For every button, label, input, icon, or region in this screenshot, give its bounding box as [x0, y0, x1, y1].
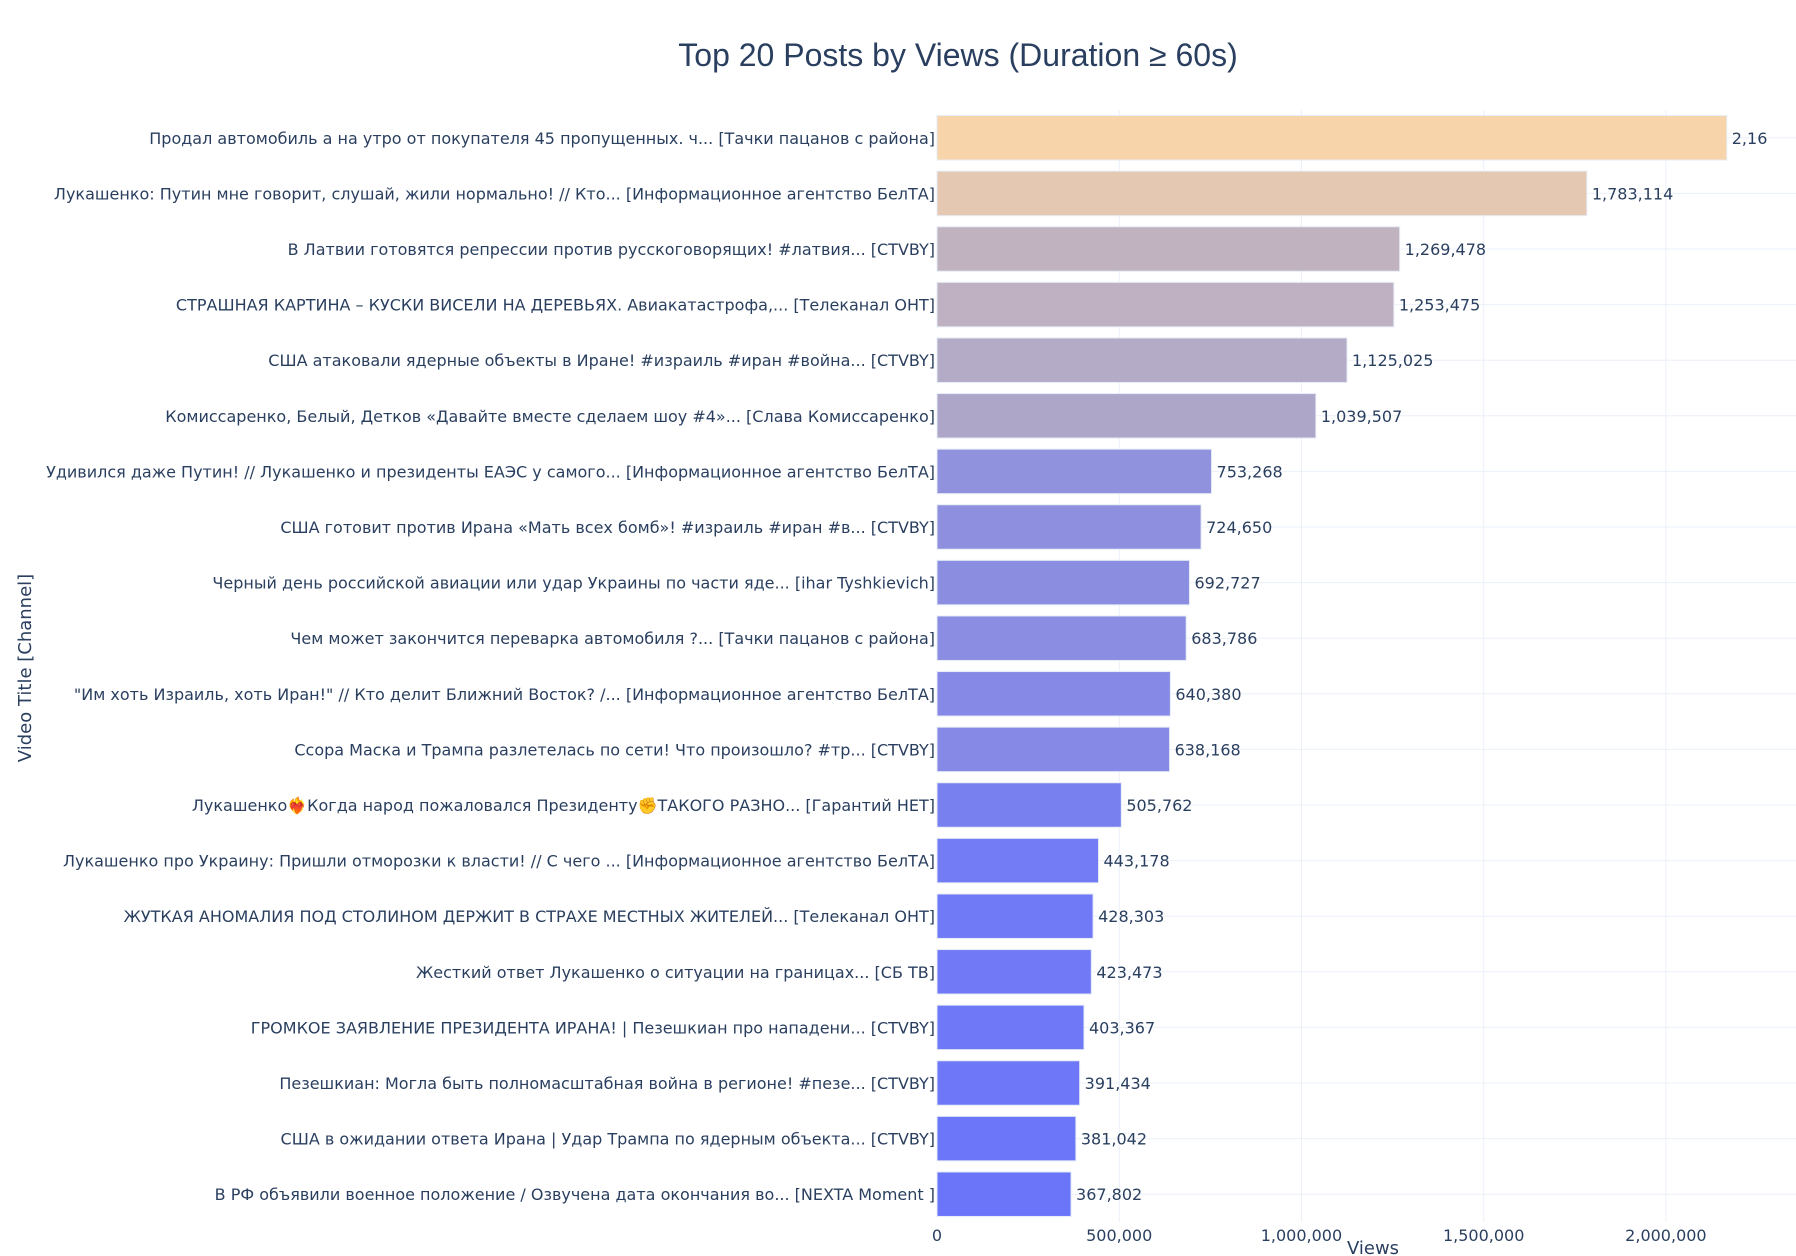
bar[interactable]: [936, 226, 1401, 272]
y-tick-label: В Латвии готовятся репрессии против русс…: [288, 240, 935, 259]
bar[interactable]: [936, 615, 1187, 661]
bar[interactable]: [936, 448, 1213, 495]
bar[interactable]: [936, 504, 1202, 550]
x-tick-label: 1,000,000: [1261, 1226, 1342, 1245]
bar[interactable]: [936, 170, 1588, 217]
data-label: 683,786: [1191, 629, 1257, 648]
chart-title: Top 20 Posts by Views (Duration ≥ 60s): [678, 37, 1237, 73]
data-label: 638,168: [1175, 740, 1241, 759]
x-tick-labels: 0 500,000 1,000,000 1,500,000 2,000,000: [932, 1226, 1707, 1245]
data-label: 724,650: [1206, 518, 1272, 537]
bar[interactable]: [936, 115, 1728, 161]
data-label: 423,473: [1096, 963, 1162, 982]
x-tick-label: 1,500,000: [1443, 1226, 1524, 1245]
bar[interactable]: [936, 893, 1094, 939]
y-tick-label: Лукашенко про Украину: Пришли отморозки …: [63, 852, 935, 871]
x-tick-label: 500,000: [1086, 1226, 1152, 1245]
bar[interactable]: [936, 1115, 1077, 1162]
data-label: 1,269,478: [1405, 240, 1486, 259]
x-tick-label: 2,000,000: [1625, 1226, 1706, 1245]
data-label: 381,042: [1081, 1130, 1147, 1149]
y-tick-label: Чем может закончится переварка автомобил…: [290, 629, 935, 648]
data-label: 428,303: [1098, 907, 1164, 926]
y-tick-label: Пезешкиан: Могла быть полномасштабная во…: [279, 1074, 935, 1093]
gridlines: [937, 110, 1796, 1222]
y-tick-labels: Продал автомобиль а на утро от покупател…: [46, 129, 935, 1204]
bar[interactable]: [936, 393, 1317, 439]
data-label: 403,367: [1089, 1018, 1155, 1037]
bar[interactable]: [936, 1060, 1081, 1106]
bar[interactable]: [936, 837, 1100, 884]
y-tick-label: США в ожидании ответа Ирана | Удар Трамп…: [281, 1130, 935, 1149]
data-label: 1,125,025: [1352, 351, 1433, 370]
y-tick-label: ЖУТКАЯ АНОМАЛИЯ ПОД СТОЛИНОМ ДЕРЖИТ В СТ…: [124, 907, 935, 926]
data-label: 443,178: [1104, 852, 1170, 871]
data-label: 1,253,475: [1399, 296, 1480, 315]
y-tick-label: Жесткий ответ Лукашенко о ситуации на гр…: [416, 963, 935, 982]
y-tick-label: В РФ объявили военное положение / Озвуче…: [215, 1185, 935, 1204]
data-label: 640,380: [1175, 685, 1241, 704]
bar[interactable]: [936, 1004, 1085, 1051]
data-label: 1,783,114: [1592, 184, 1673, 203]
bars: [936, 115, 1728, 1217]
y-tick-label: Лукашенко: Путин мне говорит, слушай, жи…: [54, 184, 935, 203]
data-label: 753,268: [1217, 462, 1283, 481]
data-label: 1,039,507: [1321, 407, 1402, 426]
data-label: 692,727: [1194, 574, 1260, 593]
y-tick-label: Удивился даже Путин! // Лукашенко и през…: [46, 462, 935, 481]
bar[interactable]: [936, 1171, 1072, 1217]
data-label: 391,434: [1085, 1074, 1151, 1093]
y-tick-label: США атаковали ядерные объекты в Иране! #…: [268, 351, 935, 370]
y-tick-label: ГРОМКОЕ ЗАЯВЛЕНИЕ ПРЕЗИДЕНТА ИРАНА! | Пе…: [251, 1018, 935, 1037]
x-axis-title: Views: [1347, 1238, 1399, 1256]
bar[interactable]: [936, 559, 1190, 606]
y-tick-label: Продал автомобиль а на утро от покупател…: [149, 129, 935, 148]
y-tick-label: Комиссаренко, Белый, Детков «Давайте вме…: [165, 407, 935, 426]
y-tick-label: "Им хоть Израиль, хоть Иран!" // Кто дел…: [74, 685, 935, 704]
data-label: 505,762: [1126, 796, 1192, 815]
y-tick-label: Лукашенко❤️‍🔥Когда народ пожаловался Пре…: [192, 796, 935, 815]
y-axis-title: Video Title [Channel]: [15, 574, 36, 762]
y-tick-label: США готовит против Ирана «Мать всех бомб…: [280, 518, 935, 537]
x-tick-label: 0: [932, 1226, 942, 1245]
y-tick-label: Черный день российской авиации или удар …: [212, 574, 935, 593]
data-label: 2,16: [1732, 129, 1768, 148]
bar[interactable]: [936, 726, 1171, 773]
data-label: 367,802: [1076, 1185, 1142, 1204]
y-tick-label: Ссора Маска и Трампа разлетелась по сети…: [294, 740, 935, 759]
y-tick-label: СТРАШНАЯ КАРТИНА – КУСКИ ВИСЕЛИ НА ДЕРЕВ…: [176, 296, 935, 315]
bar[interactable]: [936, 949, 1092, 995]
bar[interactable]: [936, 281, 1395, 328]
bar[interactable]: [936, 337, 1348, 383]
data-labels: 2,16 1,783,114 1,269,478 1,253,475 1,125,025…: [1076, 129, 1767, 1204]
bar[interactable]: [936, 782, 1122, 828]
bar[interactable]: [936, 671, 1171, 717]
